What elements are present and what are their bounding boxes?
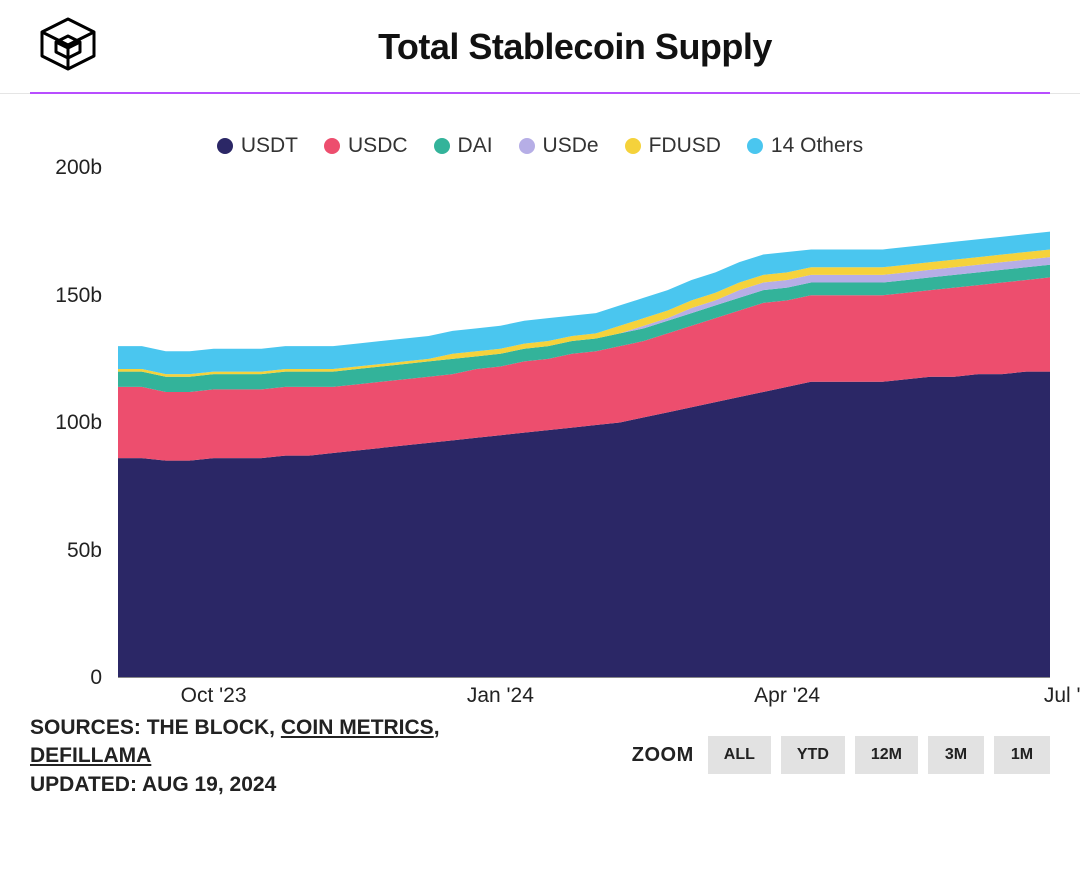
sources-text: SOURCES: THE BLOCK, COIN METRICS, DEFILL…: [30, 714, 440, 799]
legend-swatch: [217, 138, 233, 154]
y-axis-labels: 050b100b150b200b: [40, 168, 110, 678]
y-tick-label: 0: [90, 666, 102, 690]
legend-swatch: [747, 138, 763, 154]
legend-item[interactable]: USDC: [324, 134, 408, 158]
legend-item[interactable]: USDe: [519, 134, 599, 158]
legend-swatch: [434, 138, 450, 154]
source-link-defillama[interactable]: DEFILLAMA: [30, 744, 151, 767]
legend-item[interactable]: 14 Others: [747, 134, 863, 158]
legend-item[interactable]: DAI: [434, 134, 493, 158]
x-tick-label: Apr '24: [754, 684, 820, 708]
y-tick-label: 150b: [55, 284, 102, 308]
chart-title: Total Stablecoin Supply: [100, 26, 1050, 68]
plot-area: [118, 168, 1050, 678]
x-tick-label: Oct '23: [181, 684, 247, 708]
legend-swatch: [519, 138, 535, 154]
zoom-button-3m[interactable]: 3M: [928, 736, 984, 774]
zoom-button-ytd[interactable]: YTD: [781, 736, 845, 774]
zoom-button-all[interactable]: ALL: [708, 736, 771, 774]
y-tick-label: 100b: [55, 411, 102, 435]
plot: 050b100b150b200b Oct '23Jan '24Apr '24Ju…: [40, 168, 1050, 708]
zoom-button-12m[interactable]: 12M: [855, 736, 918, 774]
legend: USDT USDC DAI USDe FDUSD 14 Others: [30, 134, 1050, 158]
legend-label: 14 Others: [771, 134, 863, 158]
sources-sep: ,: [434, 716, 440, 739]
legend-swatch: [625, 138, 641, 154]
legend-label: USDC: [348, 134, 408, 158]
zoom-button-1m[interactable]: 1M: [994, 736, 1050, 774]
updated-value: AUG 19, 2024: [142, 773, 276, 796]
legend-label: USDT: [241, 134, 298, 158]
footer: SOURCES: THE BLOCK, COIN METRICS, DEFILL…: [0, 708, 1080, 799]
updated-prefix: UPDATED:: [30, 773, 142, 796]
legend-label: DAI: [458, 134, 493, 158]
zoom-label: ZOOM: [632, 744, 694, 767]
legend-item[interactable]: USDT: [217, 134, 298, 158]
sources-plain: THE BLOCK,: [147, 716, 281, 739]
x-tick-label: Jan '24: [467, 684, 534, 708]
x-tick-label: Jul '24: [1044, 684, 1080, 708]
legend-label: USDe: [543, 134, 599, 158]
source-link-coinmetrics[interactable]: COIN METRICS: [281, 716, 434, 739]
legend-item[interactable]: FDUSD: [625, 134, 721, 158]
y-tick-label: 200b: [55, 156, 102, 180]
logo-icon: [36, 16, 100, 77]
x-axis-labels: Oct '23Jan '24Apr '24Jul '24: [118, 680, 1050, 708]
legend-swatch: [324, 138, 340, 154]
header: Total Stablecoin Supply: [0, 0, 1080, 94]
sources-prefix: SOURCES:: [30, 716, 147, 739]
y-tick-label: 50b: [67, 539, 102, 563]
zoom-controls: ZOOM ALL YTD 12M 3M 1M: [632, 736, 1050, 774]
legend-label: FDUSD: [649, 134, 721, 158]
chart-container: USDT USDC DAI USDe FDUSD 14 Others 0 50b 100b 15…: [0, 94, 1080, 708]
